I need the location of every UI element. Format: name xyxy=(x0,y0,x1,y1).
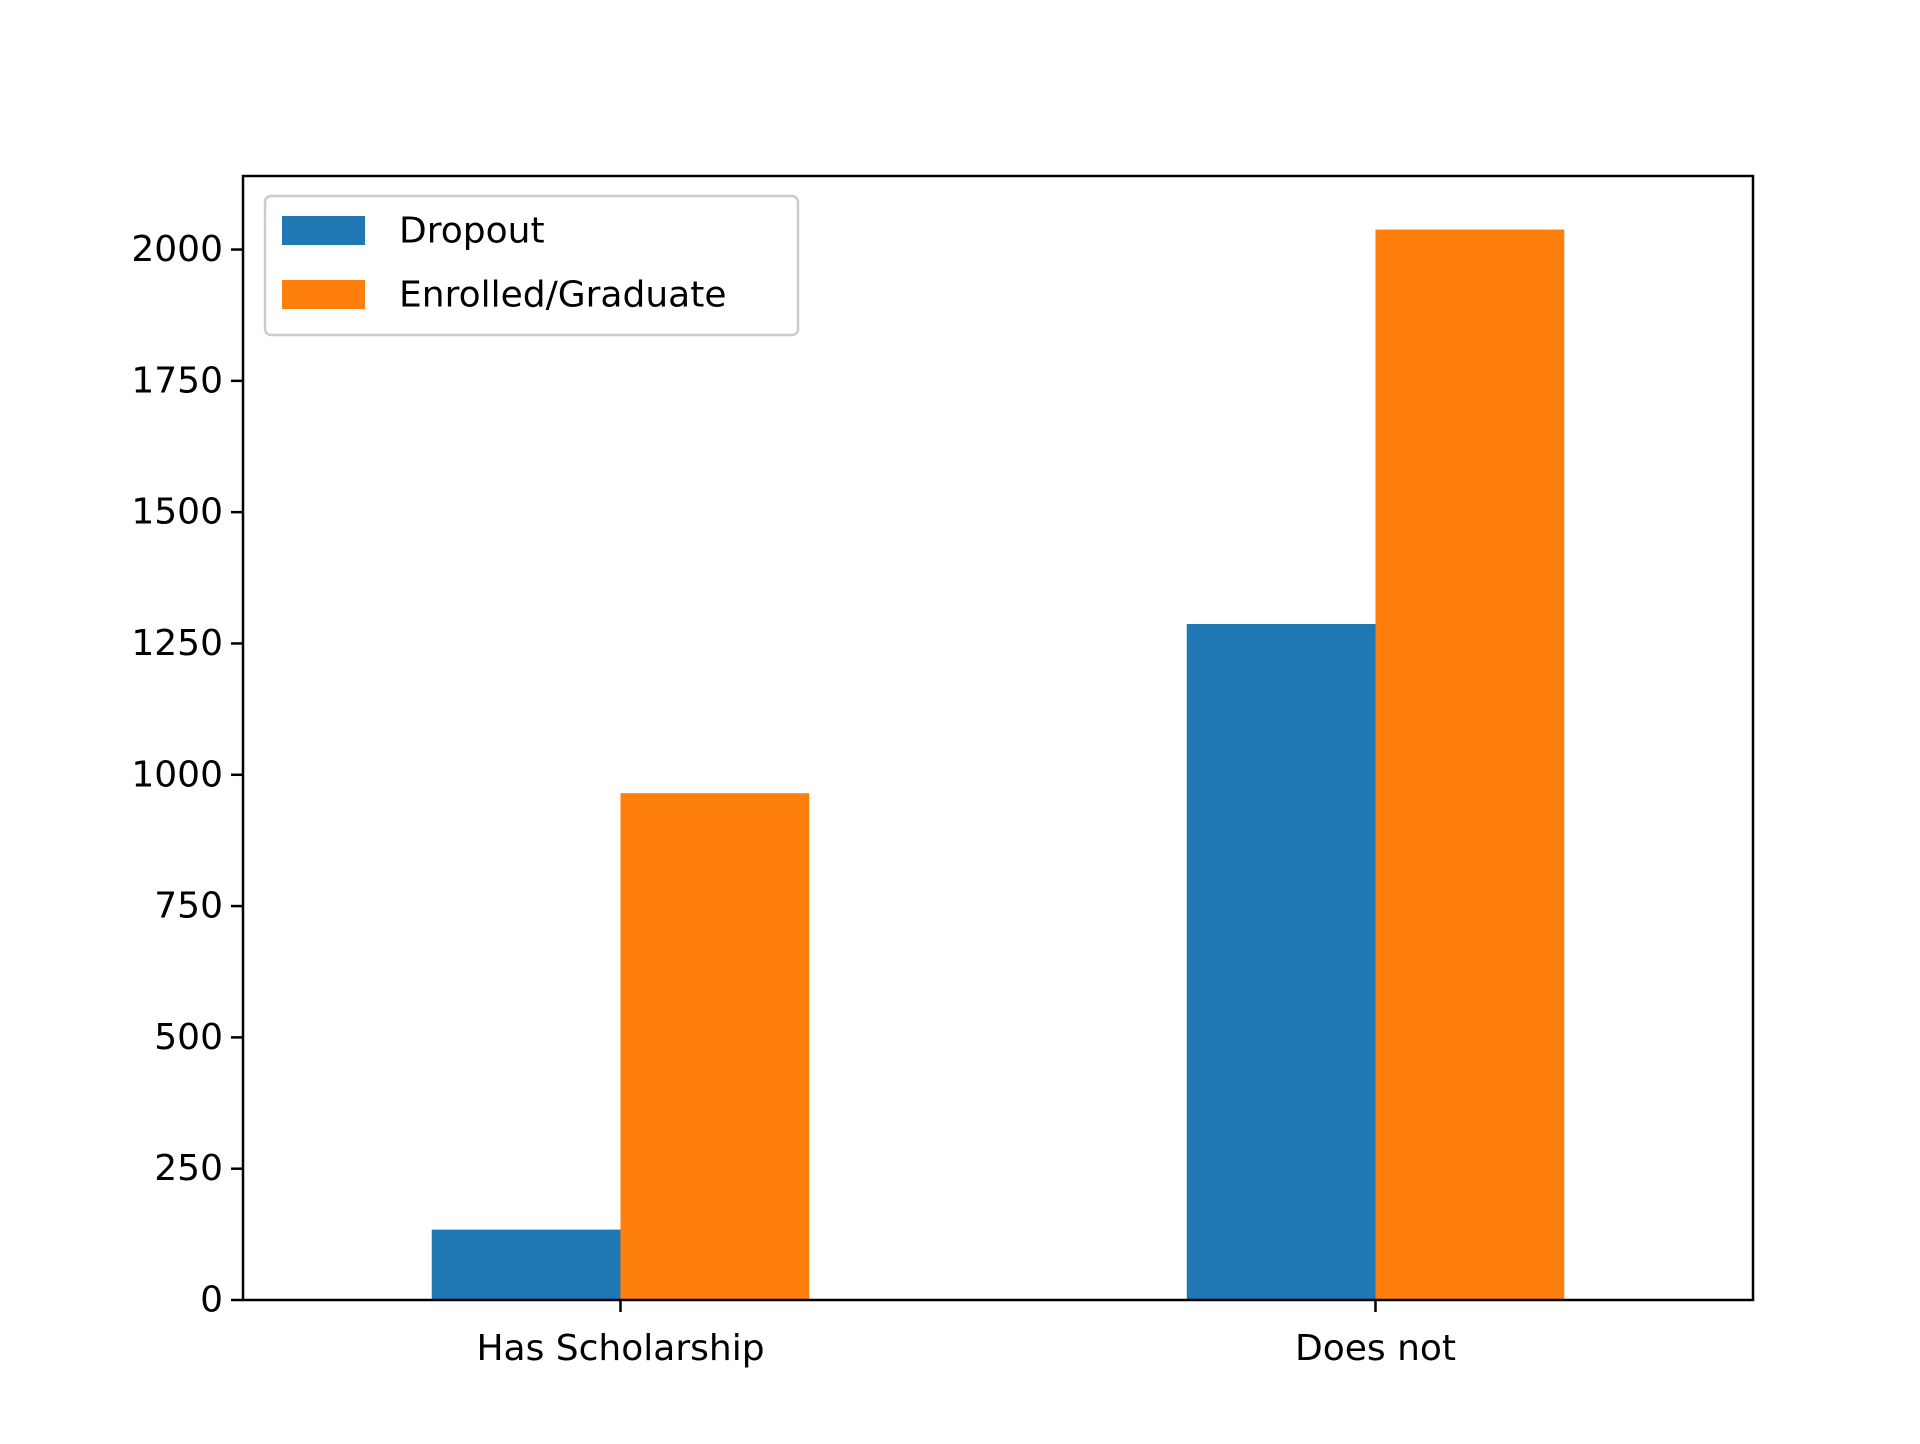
x-tick-label: Does not xyxy=(1295,1328,1456,1369)
x-tick-label: Has Scholarship xyxy=(476,1328,764,1369)
x-axis: Has Scholarship Does not xyxy=(476,1300,1456,1369)
y-tick-label: 1500 xyxy=(131,492,223,533)
bars-layer xyxy=(431,229,1565,1300)
y-axis: 0 250 500 750 1000 1250 1500 1750 2000 xyxy=(131,229,243,1321)
y-tick-label: 0 xyxy=(200,1280,223,1321)
y-tick-label: 500 xyxy=(154,1017,223,1058)
y-tick-label: 750 xyxy=(154,886,223,927)
y-tick-label: 1000 xyxy=(131,754,223,795)
bar-enrolled-graduate-has-scholarship xyxy=(620,793,810,1300)
legend-swatch-enrolled-graduate xyxy=(282,280,365,309)
bar-dropout-has-scholarship xyxy=(431,1229,621,1300)
y-tick-label: 1750 xyxy=(131,360,223,401)
legend-label-dropout: Dropout xyxy=(399,211,545,252)
y-tick-label: 2000 xyxy=(131,229,223,270)
bar-dropout-does-not xyxy=(1186,624,1376,1300)
legend-swatch-dropout xyxy=(282,216,365,245)
legend-box xyxy=(263,194,800,337)
legend: Dropout Enrolled/Graduate xyxy=(263,194,800,337)
legend-label-enrolled-graduate: Enrolled/Graduate xyxy=(399,275,726,316)
bar-enrolled-graduate-does-not xyxy=(1375,229,1565,1300)
plot-frame xyxy=(241,174,1755,1302)
y-tick-label: 1250 xyxy=(131,623,223,664)
y-tick-label: 250 xyxy=(154,1148,223,1189)
